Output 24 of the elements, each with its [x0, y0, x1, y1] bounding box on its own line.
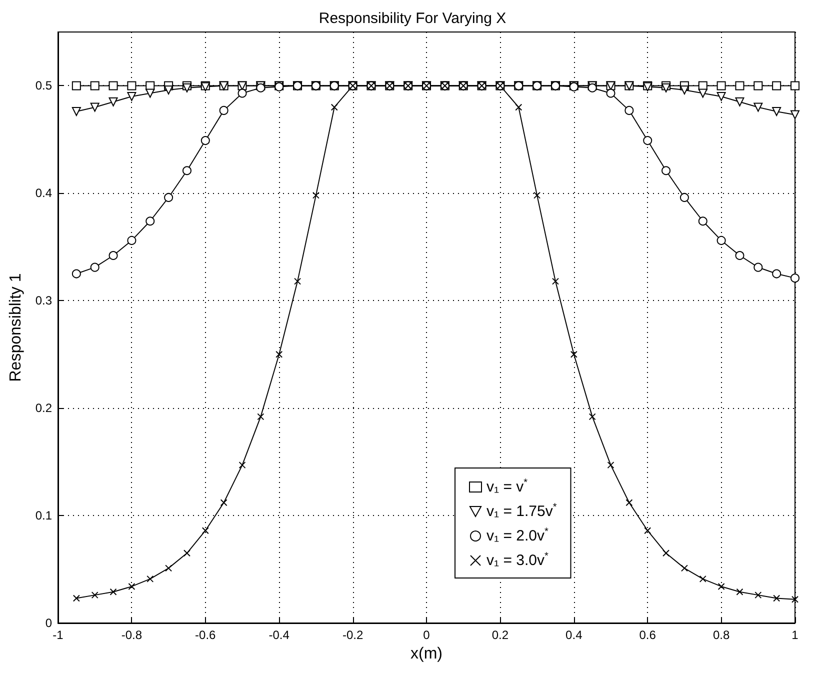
x-tick-label: 1 — [792, 628, 799, 642]
legend-label: v₁ = 1.75v* — [486, 502, 557, 520]
legend-label: v₁ = 3.0v* — [486, 551, 549, 569]
y-tick-label: 0.2 — [35, 401, 52, 416]
y-tick-label: 0 — [45, 616, 52, 630]
y-tick-label: 0.3 — [35, 294, 52, 308]
y-axis-title: Responsiblity 1 — [8, 273, 24, 382]
y-tick-label: 0.4 — [35, 186, 52, 200]
x-axis-title: x(m) — [410, 645, 442, 662]
x-tick-label: -0.8 — [121, 628, 142, 642]
legend-label: v₁ = v* — [486, 478, 528, 496]
x-tick-label: 0.6 — [639, 628, 656, 642]
x-tick-label: 0.2 — [492, 628, 509, 642]
x-tick-label: -0.4 — [268, 628, 290, 642]
x-tick-label: -0.2 — [342, 628, 364, 642]
x-tick-label: 0.4 — [566, 628, 583, 642]
x-tick-label: 0 — [423, 628, 430, 642]
x-tick-label: 0.8 — [712, 628, 730, 642]
x-tick-label: -1 — [52, 628, 64, 642]
chart-title: Responsibility For Varying X — [318, 10, 506, 27]
legend-label: v₁ = 2.0v* — [486, 526, 549, 544]
y-tick-label: 0.5 — [35, 78, 52, 93]
x-tick-label: -0.6 — [195, 628, 216, 642]
y-tick-label: 0.1 — [35, 508, 52, 523]
